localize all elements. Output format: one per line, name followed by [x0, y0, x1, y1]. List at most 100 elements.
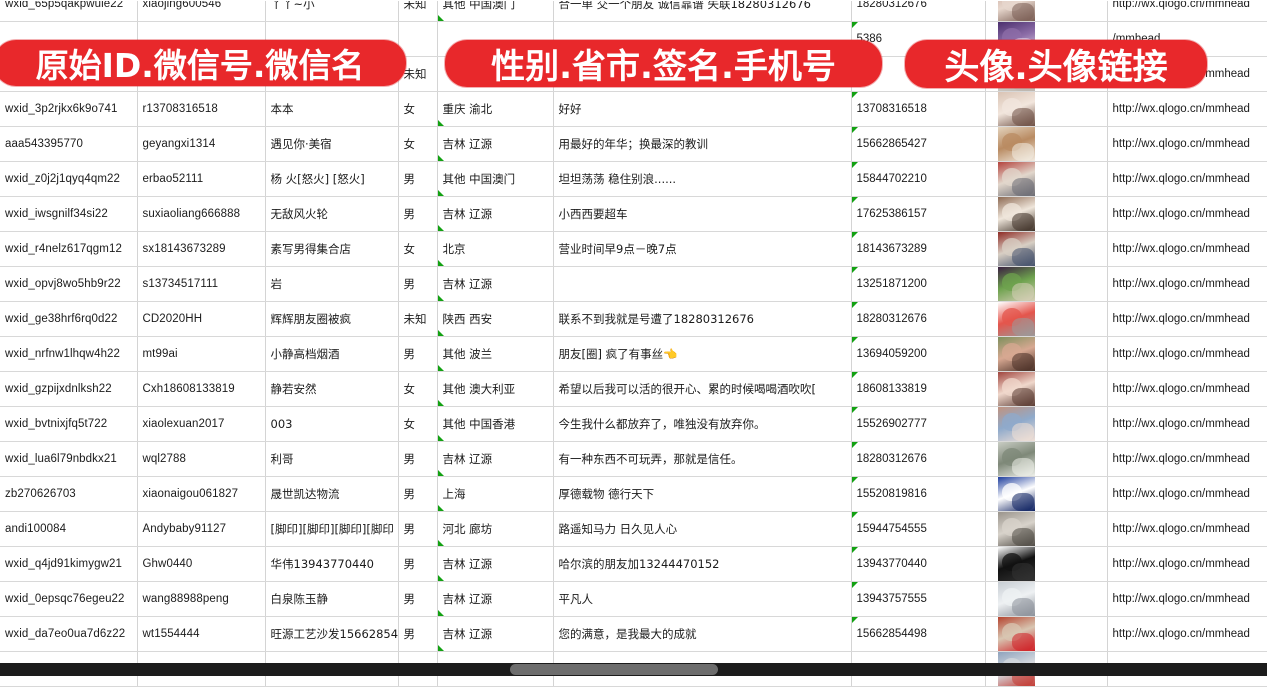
cell-wxid latin[interactable]: CD2020HH — [137, 301, 266, 337]
cell-name cn[interactable]: 旺源工艺沙发15662854 — [265, 616, 399, 652]
cell-phone phone[interactable]: 15526902777 — [851, 406, 986, 442]
cell-sex cn[interactable]: 男 — [398, 616, 438, 652]
cell-sign cn[interactable]: 今生我什么都放弃了，唯独没有放弃你。 — [553, 406, 852, 442]
cell-id latin[interactable]: wxid_r4nelz617qgm12 — [0, 231, 138, 267]
cell-wxid latin[interactable]: Ghw0440 — [137, 546, 266, 582]
cell-sign cn[interactable]: 朋友[圈] 疯了有事丝👈 — [553, 336, 852, 372]
cell-wxid latin[interactable]: wql2788 — [137, 441, 266, 477]
cell-sex cn[interactable]: 男 — [398, 196, 438, 232]
cell-id latin[interactable]: wxid_3p2rjkx6k9o741 — [0, 91, 138, 127]
cell-sign cn[interactable] — [553, 266, 852, 302]
cell-phone phone[interactable]: 15662854498 — [851, 616, 986, 652]
cell-sign cn[interactable]: 您的满意，是我最大的成就 — [553, 616, 852, 652]
table-row[interactable]: wxid_da7eo0ua7d6z22 wt1554444 旺源工艺沙发156628… — [0, 616, 1267, 652]
cell-sex cn[interactable]: 女 — [398, 231, 438, 267]
cell-id latin[interactable]: wxid_bvtnixjfq5t722 — [0, 406, 138, 442]
cell-phone phone[interactable]: 18280312676 — [851, 441, 986, 477]
cell-wxid latin[interactable]: sx18143673289 — [137, 231, 266, 267]
cell-url url[interactable]: http://wx.qlogo.cn/mmhead — [1107, 406, 1267, 442]
cell-avatar[interactable] — [985, 371, 1108, 407]
cell-avatar[interactable] — [985, 476, 1108, 512]
cell-phone phone[interactable]: 18280312676 — [851, 301, 986, 337]
cell-avatar[interactable] — [985, 336, 1108, 372]
cell-name cn[interactable]: 无敌风火轮 — [265, 196, 399, 232]
cell-region cn[interactable]: 吉林 辽源 — [437, 581, 554, 617]
cell-id latin[interactable]: wxid_0epsqc76egeu22 — [0, 581, 138, 617]
cell-name cn[interactable]: 003 — [265, 406, 399, 442]
table-row[interactable]: wxid_0epsqc76egeu22 wang88988peng 白泉陈玉静男吉林… — [0, 581, 1267, 617]
cell-region cn[interactable]: 重庆 渝北 — [437, 91, 554, 127]
cell-id latin[interactable]: andi100084 — [0, 511, 138, 547]
cell-url url[interactable]: http://wx.qlogo.cn/mmhead — [1107, 301, 1267, 337]
cell-id latin[interactable]: wxid_z0j2j1qyq4qm22 — [0, 161, 138, 197]
cell-avatar[interactable] — [985, 196, 1108, 232]
cell-phone phone[interactable]: 17625386157 — [851, 196, 986, 232]
cell-phone phone[interactable]: 13943770440 — [851, 546, 986, 582]
cell-region cn[interactable]: 陕西 西安 — [437, 301, 554, 337]
table-row[interactable]: wxid_65p5qakpwuie22 xiaojing600546 丫丫~小 未知其… — [0, 0, 1267, 22]
cell-region cn[interactable]: 其他 澳大利亚 — [437, 371, 554, 407]
cell-wxid latin[interactable]: wt1554444 — [137, 616, 266, 652]
cell-wxid latin[interactable]: s13734517111 — [137, 266, 266, 302]
cell-id latin[interactable]: wxid_da7eo0ua7d6z22 — [0, 616, 138, 652]
cell-sex cn[interactable]: 女 — [398, 371, 438, 407]
cell-region cn[interactable]: 吉林 辽源 — [437, 616, 554, 652]
cell-name cn[interactable]: 素写男得集合店 — [265, 231, 399, 267]
cell-phone phone[interactable]: 18280312676 — [851, 0, 986, 22]
cell-avatar[interactable] — [985, 266, 1108, 302]
cell-name cn[interactable]: 华伟13943770440 — [265, 546, 399, 582]
cell-id latin[interactable]: wxid_nrfnw1lhqw4h22 — [0, 336, 138, 372]
cell-wxid latin[interactable]: xiaonaigou061827 — [137, 476, 266, 512]
cell-sign cn[interactable]: 有一种东西不可玩弄，那就是信任。 — [553, 441, 852, 477]
cell-name cn[interactable]: [脚印][脚印][脚印][脚印 — [265, 511, 399, 547]
cell-phone phone[interactable]: 18608133819 — [851, 371, 986, 407]
cell-avatar[interactable] — [985, 301, 1108, 337]
cell-phone phone[interactable]: 15844702210 — [851, 161, 986, 197]
cell-sign cn[interactable]: 路遥知马力 日久见人心 — [553, 511, 852, 547]
cell-phone phone[interactable]: 13251871200 — [851, 266, 986, 302]
cell-phone phone[interactable]: 18143673289 — [851, 231, 986, 267]
cell-sex cn[interactable] — [398, 21, 438, 57]
cell-region cn[interactable]: 其他 波兰 — [437, 336, 554, 372]
cell-url url[interactable]: http://wx.qlogo.cn/mmhead — [1107, 126, 1267, 162]
horizontal-scrollbar-thumb[interactable] — [510, 664, 718, 675]
table-row[interactable]: andi100084 Andybaby91127 [脚印][脚印][脚印][脚印男河… — [0, 511, 1267, 547]
cell-region cn[interactable]: 吉林 辽源 — [437, 196, 554, 232]
cell-id latin[interactable]: wxid_opvj8wo5hb9r22 — [0, 266, 138, 302]
cell-name cn[interactable]: 白泉陈玉静 — [265, 581, 399, 617]
cell-region cn[interactable]: 河北 廊坊 — [437, 511, 554, 547]
cell-url url[interactable]: http://wx.qlogo.cn/mmhead — [1107, 231, 1267, 267]
cell-sign cn[interactable]: 营业时间早9点－晚7点 — [553, 231, 852, 267]
cell-region cn[interactable]: 北京 — [437, 231, 554, 267]
cell-name cn[interactable]: 辉辉朋友圈被疯 — [265, 301, 399, 337]
cell-region cn[interactable]: 其他 中国香港 — [437, 406, 554, 442]
table-row[interactable]: aaa543395770 geyangxi1314 遇见你·美宿女吉林 辽源 用最好的… — [0, 126, 1267, 162]
cell-sex cn[interactable]: 女 — [398, 91, 438, 127]
cell-wxid latin[interactable]: xiaolexuan2017 — [137, 406, 266, 442]
table-row[interactable]: wxid_3p2rjkx6k9o741 r13708316518 本本女重庆 渝北好… — [0, 91, 1267, 127]
cell-id latin[interactable]: wxid_q4jd91kimygw21 — [0, 546, 138, 582]
cell-sign cn[interactable]: 好好 — [553, 91, 852, 127]
cell-region cn[interactable]: 其他 中国澳门 — [437, 161, 554, 197]
cell-sign cn[interactable]: 厚德载物 德行天下 — [553, 476, 852, 512]
cell-name cn[interactable]: 小静高档烟酒 — [265, 336, 399, 372]
cell-url url[interactable]: http://wx.qlogo.cn/mmhead — [1107, 0, 1267, 22]
cell-avatar[interactable] — [985, 161, 1108, 197]
cell-avatar[interactable] — [985, 231, 1108, 267]
cell-sign cn[interactable]: 用最好的年华；换最深的教训 — [553, 126, 852, 162]
table-row[interactable]: wxid_ge38hrf6rq0d22 CD2020HH 辉辉朋友圈被疯 未知 陕西 西… — [0, 301, 1267, 337]
cell-phone phone[interactable]: 13943757555 — [851, 581, 986, 617]
cell-sign cn[interactable]: 平凡人 — [553, 581, 852, 617]
cell-wxid latin[interactable]: geyangxi1314 — [137, 126, 266, 162]
cell-wxid latin[interactable]: xiaojing600546 — [137, 0, 266, 22]
cell-id latin[interactable]: wxid_65p5qakpwuie22 — [0, 0, 138, 22]
cell-sign cn[interactable]: 哈尔滨的朋友加13244470152 — [553, 546, 852, 582]
cell-url url[interactable]: http://wx.qlogo.cn/mmhead — [1107, 336, 1267, 372]
cell-avatar[interactable] — [985, 546, 1108, 582]
cell-sex cn[interactable]: 女 — [398, 126, 438, 162]
cell-avatar[interactable] — [985, 126, 1108, 162]
cell-sign cn[interactable]: 小西西要超车 — [553, 196, 852, 232]
cell-sign cn[interactable]: 坦坦荡荡 稳住别浪...... — [553, 161, 852, 197]
